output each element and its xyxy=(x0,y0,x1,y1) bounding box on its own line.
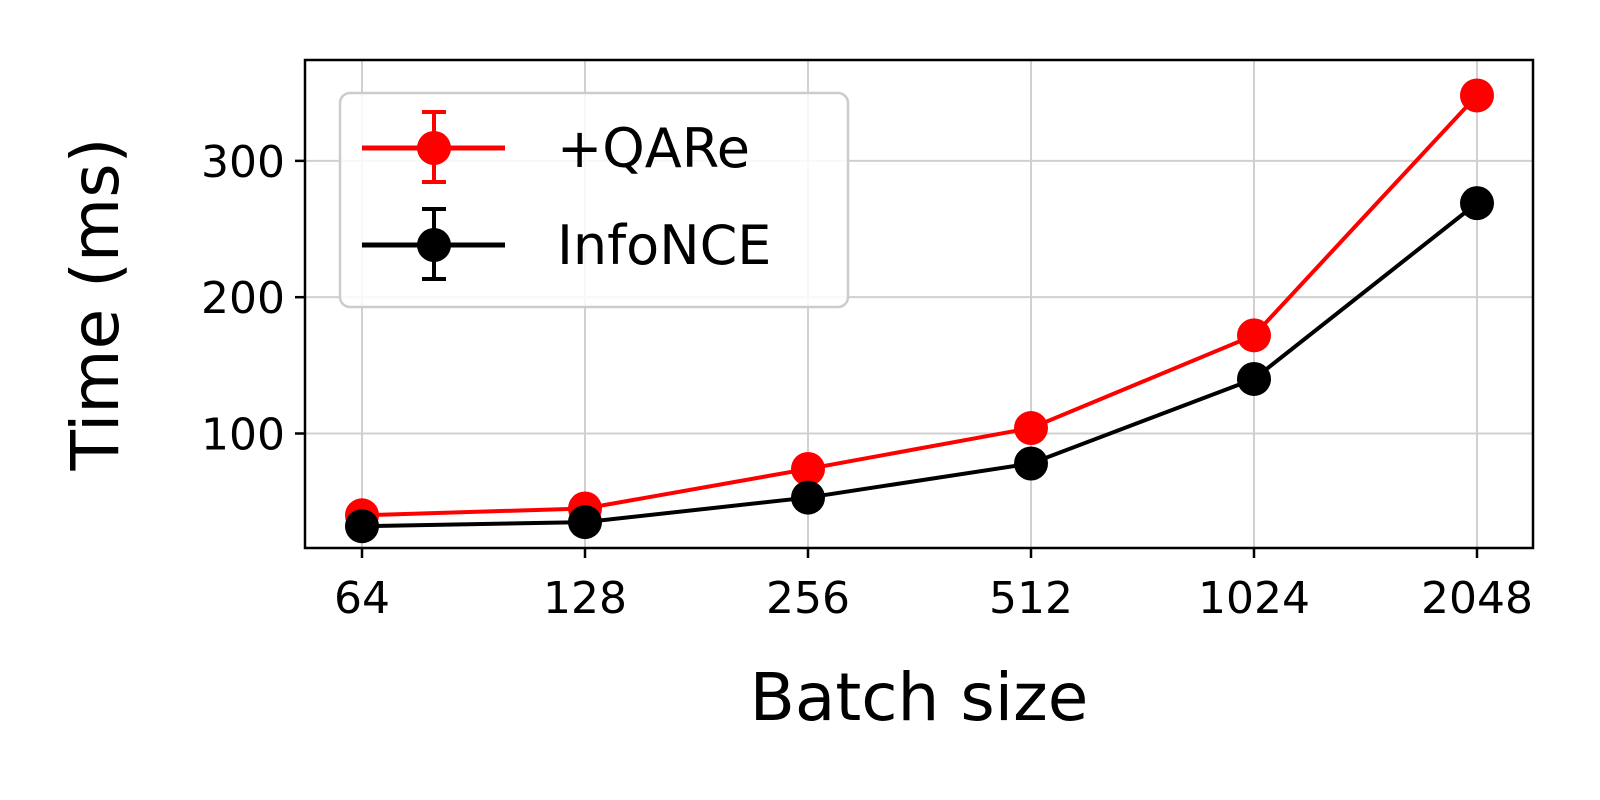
x-tick-label: 1024 xyxy=(1198,573,1310,624)
y-tick-label: 200 xyxy=(201,273,285,324)
legend-marker xyxy=(417,228,451,262)
y-tick-label: 300 xyxy=(201,137,285,188)
x-tick-label: 64 xyxy=(334,573,390,624)
data-point xyxy=(1014,446,1048,481)
x-tick-label: 2048 xyxy=(1421,573,1533,624)
series-infonce xyxy=(345,186,1494,544)
data-point xyxy=(1460,78,1494,113)
legend: +QARe InfoNCE xyxy=(338,91,850,309)
x-tick-label: 256 xyxy=(766,573,850,624)
y-tick-label: 100 xyxy=(201,409,285,460)
legend-entry: +QARe xyxy=(362,110,750,184)
data-point xyxy=(345,509,379,544)
data-point xyxy=(1460,186,1494,221)
series-line xyxy=(361,94,1479,518)
data-point xyxy=(1237,361,1271,396)
plot-area-frame xyxy=(303,58,1535,550)
y-axis-label: Time (ms) xyxy=(57,138,134,472)
legend-label: InfoNCE xyxy=(557,214,771,277)
data-point xyxy=(568,505,602,540)
series-line xyxy=(361,201,1479,529)
x-axis-label: Batch size xyxy=(750,659,1089,736)
data-point xyxy=(1014,411,1048,446)
data-point xyxy=(791,451,825,486)
data-point xyxy=(791,480,825,515)
series-layer xyxy=(345,78,1494,544)
legend-label: +QARe xyxy=(557,117,750,180)
x-tick-label: 512 xyxy=(989,573,1073,624)
legend-marker xyxy=(417,131,451,165)
axis-ticks: 64 128 256 512 1024 2048 100 200 300 xyxy=(201,137,1533,624)
x-tick-label: 128 xyxy=(543,573,627,624)
data-point xyxy=(1237,318,1271,353)
legend-entry: InfoNCE xyxy=(362,207,771,281)
